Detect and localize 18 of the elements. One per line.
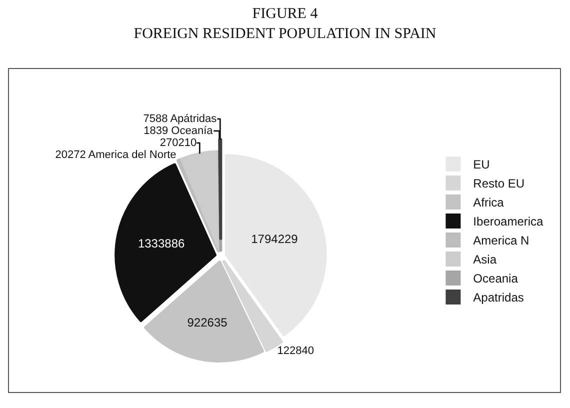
legend-label: America N [473, 234, 530, 248]
chart-subtitle: FOREIGN RESIDENT POPULATION IN SPAIN [132, 25, 438, 44]
data-label: 7588 Apátridas [143, 112, 218, 125]
data-label: 1839 Oceanía [144, 124, 214, 137]
legend-label: Oceania [473, 272, 518, 286]
data-label: 122840 [277, 344, 314, 357]
chart-title: FIGURE 4 [251, 5, 319, 24]
legend-label: Iberoamerica [473, 214, 544, 229]
legend-label: Apatridas [473, 290, 524, 305]
legend-label: EU [473, 158, 490, 172]
data-label: 922635 [187, 316, 228, 330]
data-label: 270210 [160, 136, 197, 149]
legend-label: Africa [473, 196, 504, 210]
legend-label: Asia [473, 252, 497, 267]
data-label: 1794229 [251, 232, 298, 246]
legend-label: Resto EU [473, 176, 525, 191]
data-label: 1333886 [138, 236, 185, 250]
data-label: 20272 America del Norte [55, 148, 176, 161]
